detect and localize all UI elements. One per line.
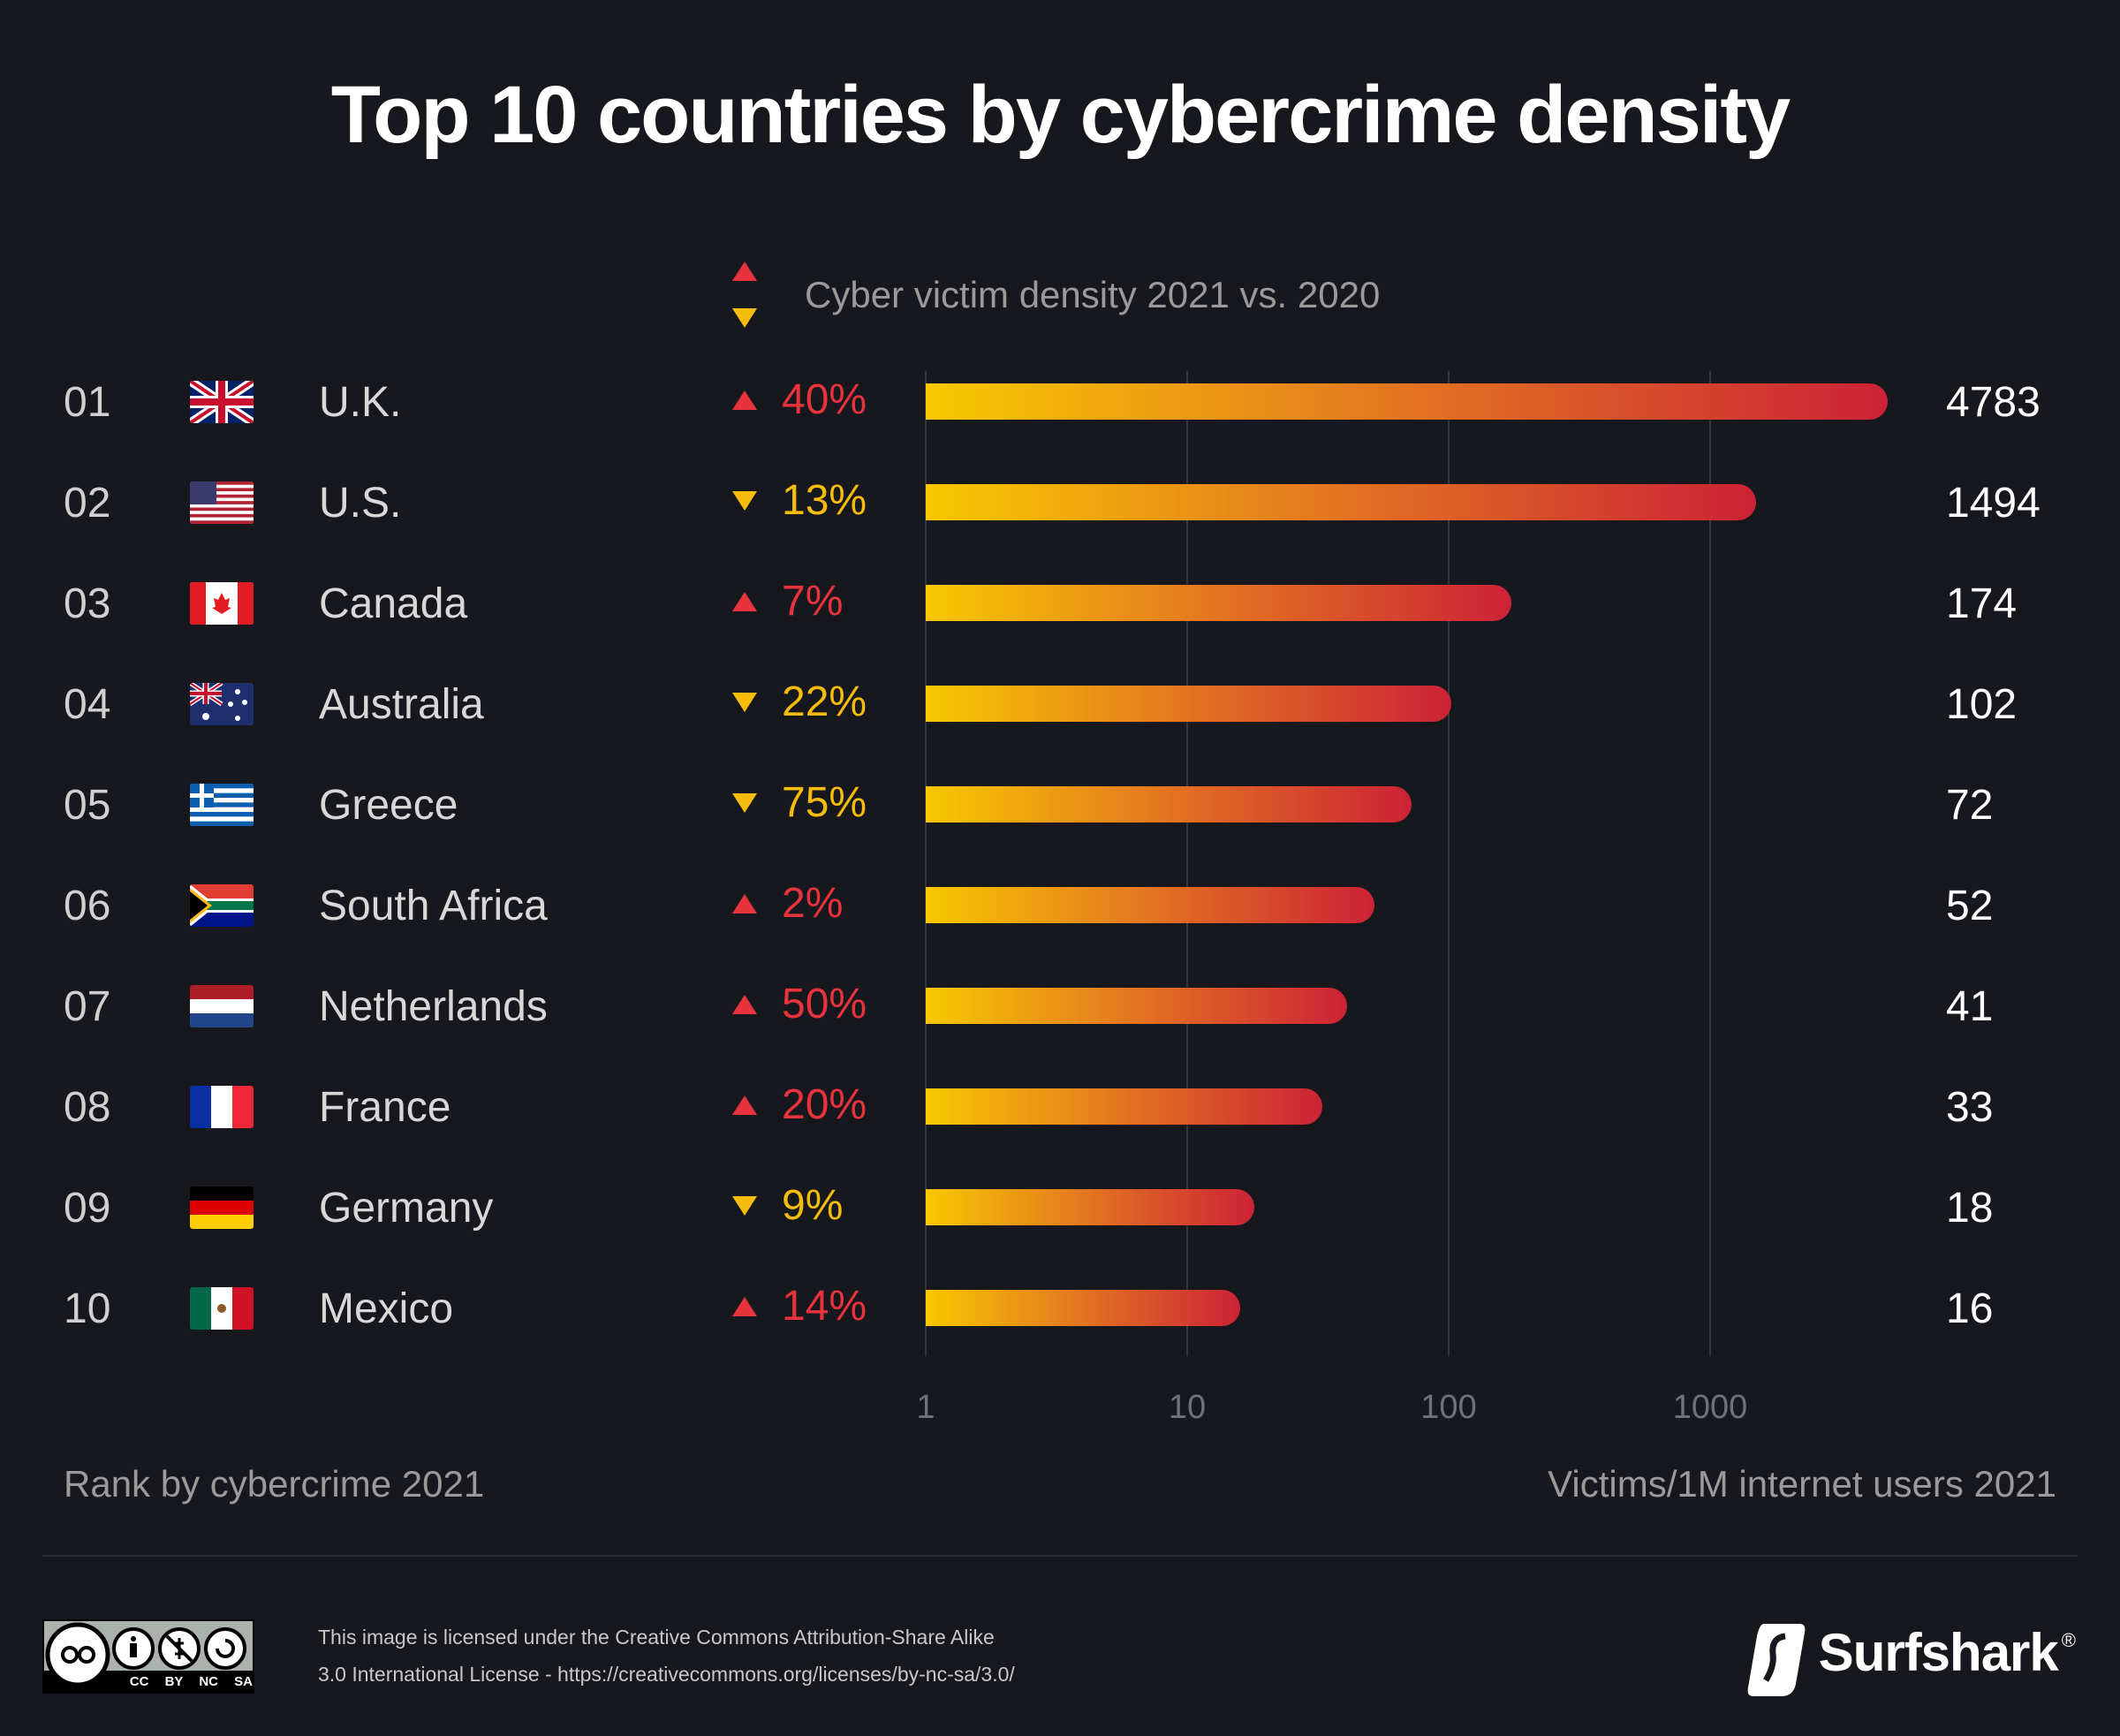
value-label: 18	[1946, 1185, 1994, 1232]
bar	[926, 1088, 1323, 1125]
value-label: 1494	[1946, 480, 2040, 527]
value-label: 52	[1946, 883, 1994, 929]
surfshark-logo-icon	[1747, 1624, 1806, 1696]
country-label: U.K.	[319, 379, 402, 426]
change-percent-label: 22%	[782, 678, 867, 725]
value-label: 41	[1946, 983, 1994, 1030]
divider	[42, 1555, 2078, 1557]
x-tick-label: 1000	[1672, 1389, 1748, 1426]
license-text-line-2: 3.0 International License - https://crea…	[318, 1663, 1015, 1686]
rank-label: 02	[64, 480, 111, 527]
bar	[926, 585, 1512, 621]
cc-license-badge-icon	[42, 1619, 254, 1694]
change-down-triangle-icon	[732, 693, 757, 712]
country-label: Netherlands	[319, 983, 548, 1030]
change-percent-label: 13%	[782, 477, 867, 524]
gridline	[1709, 371, 1711, 1356]
change-up-triangle-icon	[732, 995, 757, 1014]
bar	[926, 988, 1348, 1024]
change-percent-label: 2%	[782, 880, 844, 927]
change-up-triangle-icon	[732, 390, 757, 410]
change-percent-label: 50%	[782, 981, 867, 1027]
rank-label: 06	[64, 883, 111, 929]
rank-label: 03	[64, 580, 111, 627]
bar	[926, 383, 1889, 420]
legend-down-triangle-icon	[732, 308, 757, 328]
change-percent-label: 75%	[782, 779, 867, 826]
country-label: Germany	[319, 1185, 494, 1232]
change-up-triangle-icon	[732, 592, 757, 611]
rank-label: 09	[64, 1185, 111, 1232]
change-percent-label: 9%	[782, 1182, 844, 1229]
rank-label: 04	[64, 681, 111, 728]
rank-label: 08	[64, 1084, 111, 1131]
registered-mark: ®	[2061, 1629, 2076, 1651]
license-text-line-1: This image is licensed under the Creativ…	[318, 1626, 995, 1649]
cc-badge-label: CC BY NC SA	[129, 1674, 253, 1689]
flag-canada-icon	[190, 582, 254, 625]
change-percent-label: 7%	[782, 578, 844, 625]
bar	[926, 887, 1374, 923]
flag-germany-icon	[190, 1186, 254, 1229]
legend-up-triangle-icon	[732, 262, 757, 281]
country-label: Canada	[319, 580, 468, 627]
surfshark-brand: Surfshark ®	[1746, 1622, 2076, 1698]
value-label: 174	[1946, 580, 2018, 627]
flag-netherlands-icon	[190, 985, 254, 1027]
gridline	[925, 371, 927, 1356]
flag-mexico-icon	[190, 1287, 254, 1330]
country-label: France	[319, 1084, 451, 1131]
flag-france-icon	[190, 1086, 254, 1128]
bar	[926, 1189, 1254, 1225]
value-label: 16	[1946, 1285, 1994, 1332]
gridline	[1448, 371, 1450, 1356]
x-tick-label: 1	[916, 1389, 935, 1426]
flag-greece-icon	[190, 784, 254, 826]
bar	[926, 686, 1451, 722]
change-down-triangle-icon	[732, 793, 757, 813]
change-up-triangle-icon	[732, 894, 757, 913]
flag-australia-icon	[190, 683, 254, 725]
country-label: Mexico	[319, 1285, 454, 1332]
value-label: 72	[1946, 782, 1994, 829]
chart-title: Top 10 countries by cybercrime density	[330, 70, 1791, 160]
bar	[926, 786, 1412, 823]
country-label: U.S.	[319, 480, 402, 527]
change-up-triangle-icon	[732, 1095, 757, 1115]
x-tick-label: 10	[1168, 1389, 1207, 1426]
rank-label: 07	[64, 983, 111, 1030]
change-down-triangle-icon	[732, 491, 757, 511]
country-label: South Africa	[319, 883, 548, 929]
flag-uk-icon	[190, 381, 254, 423]
x-tick-label: 100	[1420, 1389, 1477, 1426]
value-label: 4783	[1946, 379, 2040, 426]
y-axis-label: Rank by cybercrime 2021	[64, 1463, 485, 1505]
flag-south-africa-icon	[190, 884, 254, 927]
flag-us-icon	[190, 481, 254, 524]
gridline	[1186, 371, 1188, 1356]
x-axis-label: Victims/1M internet users 2021	[1548, 1463, 2056, 1505]
value-label: 33	[1946, 1084, 1994, 1131]
country-label: Australia	[319, 681, 484, 728]
change-percent-label: 20%	[782, 1081, 867, 1128]
change-percent-label: 14%	[782, 1283, 867, 1330]
rank-label: 01	[64, 379, 111, 426]
country-label: Greece	[319, 782, 458, 829]
change-up-triangle-icon	[732, 1297, 757, 1316]
change-down-triangle-icon	[732, 1196, 757, 1216]
bar	[926, 1290, 1241, 1326]
bar	[926, 484, 1756, 520]
change-percent-label: 40%	[782, 376, 867, 423]
legend-label: Cyber victim density 2021 vs. 2020	[805, 274, 1381, 315]
rank-label: 05	[64, 782, 111, 829]
rank-label: 10	[64, 1285, 111, 1332]
surfshark-brand-name: Surfshark	[1818, 1623, 2059, 1682]
value-label: 102	[1946, 681, 2018, 728]
